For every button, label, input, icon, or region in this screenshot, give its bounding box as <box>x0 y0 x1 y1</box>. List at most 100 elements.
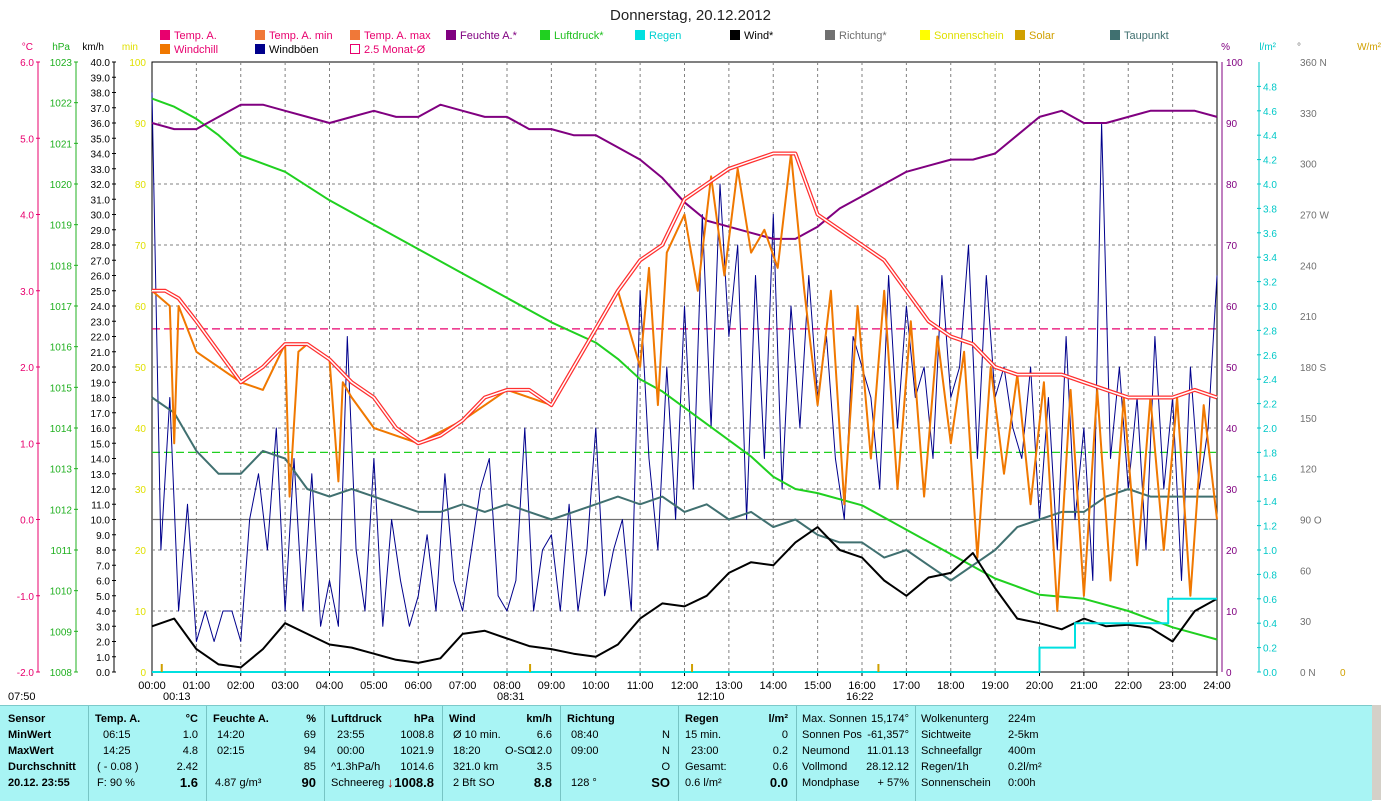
astro-moon-phase-value: + 57% <box>877 777 910 789</box>
humidity-current-label: 4.87 g/m³ <box>215 777 262 789</box>
direction-axis-tick: 0 N <box>1300 668 1316 679</box>
minutes-axis-tick: 40 <box>135 424 147 435</box>
minutes-axis-tick: 100 <box>129 58 146 69</box>
wind-axis-tick: 24.0 <box>91 302 111 313</box>
panel-col-misc: Wolkenunterg 224m Sichtweite 2-5km Schne… <box>916 706 1056 801</box>
wind-axis-tick: 18.0 <box>91 394 111 405</box>
pressure-trend-label: ^1.3hPa/h <box>331 761 381 773</box>
x-tick-label: 13:00 <box>715 680 743 692</box>
wind-axis-tick: 38.0 <box>91 89 111 100</box>
direction-axis-tick: 180 S <box>1300 363 1326 374</box>
minutes-axis-tick: 80 <box>135 180 147 191</box>
legend-item-temp-a-max: Temp. A. max <box>350 30 431 43</box>
rain-axis-tick: 3.8 <box>1263 204 1277 215</box>
wind-axis-tick: 25.0 <box>91 287 111 298</box>
wind-axis-tick: 8.0 <box>96 546 110 557</box>
x-tick-label: 16:00 <box>848 680 876 692</box>
legend-item-regen: Regen <box>635 30 681 43</box>
rain-axis-tick: 0.8 <box>1263 570 1277 581</box>
wind-axis-tick: 39.0 <box>91 73 111 84</box>
wind-current-label: 2 Bft SO <box>453 777 495 789</box>
rain-header: Regen <box>685 713 719 725</box>
panel-col-wind: Wind km/h Ø 10 min. 6.6 18:20 O-SO 12.0 … <box>443 706 560 801</box>
humidity-axis-tick: 20 <box>1226 546 1238 557</box>
legend-label: Luftdruck* <box>554 30 604 42</box>
legend-item-windchill: Windchill <box>160 44 218 57</box>
wind-unit: km/h <box>526 713 552 725</box>
legend-label: Sonnenschein <box>934 30 1004 42</box>
humidity-avg-value: 85 <box>303 761 316 773</box>
temp-avg-value: 2.42 <box>176 761 198 773</box>
wind-axis-tick: 12.0 <box>91 485 111 496</box>
rain-axis-tick: 0.4 <box>1263 619 1277 630</box>
panel-col-direction: Richtung 08:40 N 09:00 N O 128 ° SO <box>561 706 678 801</box>
wind-axis-tick: 20.0 <box>91 363 111 374</box>
legend-swatch <box>350 30 360 40</box>
wind-axis-tick: 16.0 <box>91 424 111 435</box>
wind-avg10-label: Ø 10 min. <box>453 729 501 741</box>
minutes-axis-tick: 0 <box>140 668 146 679</box>
direction-current-value: SO <box>651 775 670 790</box>
series-temp <box>152 152 1218 445</box>
minutes-axis-tick: 90 <box>135 119 147 130</box>
pressure-header: Luftdruck <box>331 713 382 725</box>
wind-axis-tick: 35.0 <box>91 134 111 145</box>
humidity-axis-tick: 80 <box>1226 180 1238 191</box>
temp-axis-tick: 2.0 <box>20 363 34 374</box>
pressure-axis-tick: 1013 <box>50 465 73 476</box>
rain-axis-tick: 1.2 <box>1263 522 1277 533</box>
legend-item-feuchte-a: Feuchte A.* <box>446 30 517 43</box>
direction-min-time: 08:40 <box>571 729 599 741</box>
legend-item-sonnenschein: Sonnenschein <box>920 30 1004 43</box>
pressure-axis-tick: 1009 <box>50 627 73 638</box>
wind-axis-tick: 2.0 <box>96 638 110 649</box>
rain-total-label: Gesamt: <box>685 761 727 773</box>
rain-max-time: 23:00 <box>691 745 719 757</box>
direction-avg-value: O <box>661 761 670 773</box>
wind-axis-tick: 5.0 <box>96 592 110 603</box>
rain-axis-tick: 2.8 <box>1263 326 1277 337</box>
wind-axis-tick: 33.0 <box>91 165 111 176</box>
temp-axis-tick: 0.0 <box>20 516 34 527</box>
temp-axis-tick: 3.0 <box>20 287 34 298</box>
x-tick-label: 18:00 <box>937 680 965 692</box>
rain-15min-label: 15 min. <box>685 729 722 741</box>
legend-label: Temp. A. <box>174 30 217 42</box>
rain-axis-tick: 1.6 <box>1263 473 1277 484</box>
minutes-axis-unit: min <box>122 42 138 53</box>
direction-axis-tick: 330 <box>1300 109 1317 120</box>
x-tick-label: 17:00 <box>893 680 921 692</box>
pressure-axis-tick: 1021 <box>50 139 73 150</box>
legend-swatch <box>1110 30 1120 40</box>
legend-swatch <box>350 44 360 54</box>
wind-axis-tick: 13.0 <box>91 470 111 481</box>
panel-col-pressure: Luftdruck hPa 23:55 1008.8 00:00 1021.9 … <box>325 706 442 801</box>
temp-axis-tick: -2.0 <box>17 668 35 679</box>
rain-axis-tick: 3.4 <box>1263 253 1277 264</box>
pressure-axis-tick: 1014 <box>50 424 73 435</box>
wind-run-label: 321.0 km <box>453 761 499 773</box>
wind-axis-tick: 28.0 <box>91 241 111 252</box>
minutes-axis-tick: 30 <box>135 485 147 496</box>
humidity-axis-tick: 10 <box>1226 607 1238 618</box>
wind-axis-tick: 36.0 <box>91 119 111 130</box>
legend-swatch <box>730 30 740 40</box>
scrollbar[interactable] <box>1372 705 1381 800</box>
panel-col-astro: Max. Sonnen 15,174° Sonnen Pos -61,357° … <box>797 706 915 801</box>
legend-swatch <box>160 30 170 40</box>
wind-max-time: 18:20 <box>453 745 481 757</box>
legend-item-wind: Wind* <box>730 30 773 43</box>
astro-moon-phase-label: Mondphase <box>802 777 860 789</box>
astro-sun-pos-label: Sonnen Pos <box>802 729 862 741</box>
minutes-axis-tick: 10 <box>135 607 147 618</box>
direction-axis-tick: 210 <box>1300 312 1317 323</box>
direction-axis-tick: 90 O <box>1300 516 1322 527</box>
minutes-axis-tick: 20 <box>135 546 147 557</box>
direction-min-value: N <box>662 729 670 741</box>
legend-label: Feuchte A.* <box>460 30 517 42</box>
direction-axis-tick: 120 <box>1300 465 1317 476</box>
cloud-base-label: Wolkenunterg <box>921 713 989 725</box>
x-tick-label: 08:00 <box>493 680 521 692</box>
wind-axis-tick: 17.0 <box>91 409 111 420</box>
temp-max-time: 14:25 <box>103 745 131 757</box>
